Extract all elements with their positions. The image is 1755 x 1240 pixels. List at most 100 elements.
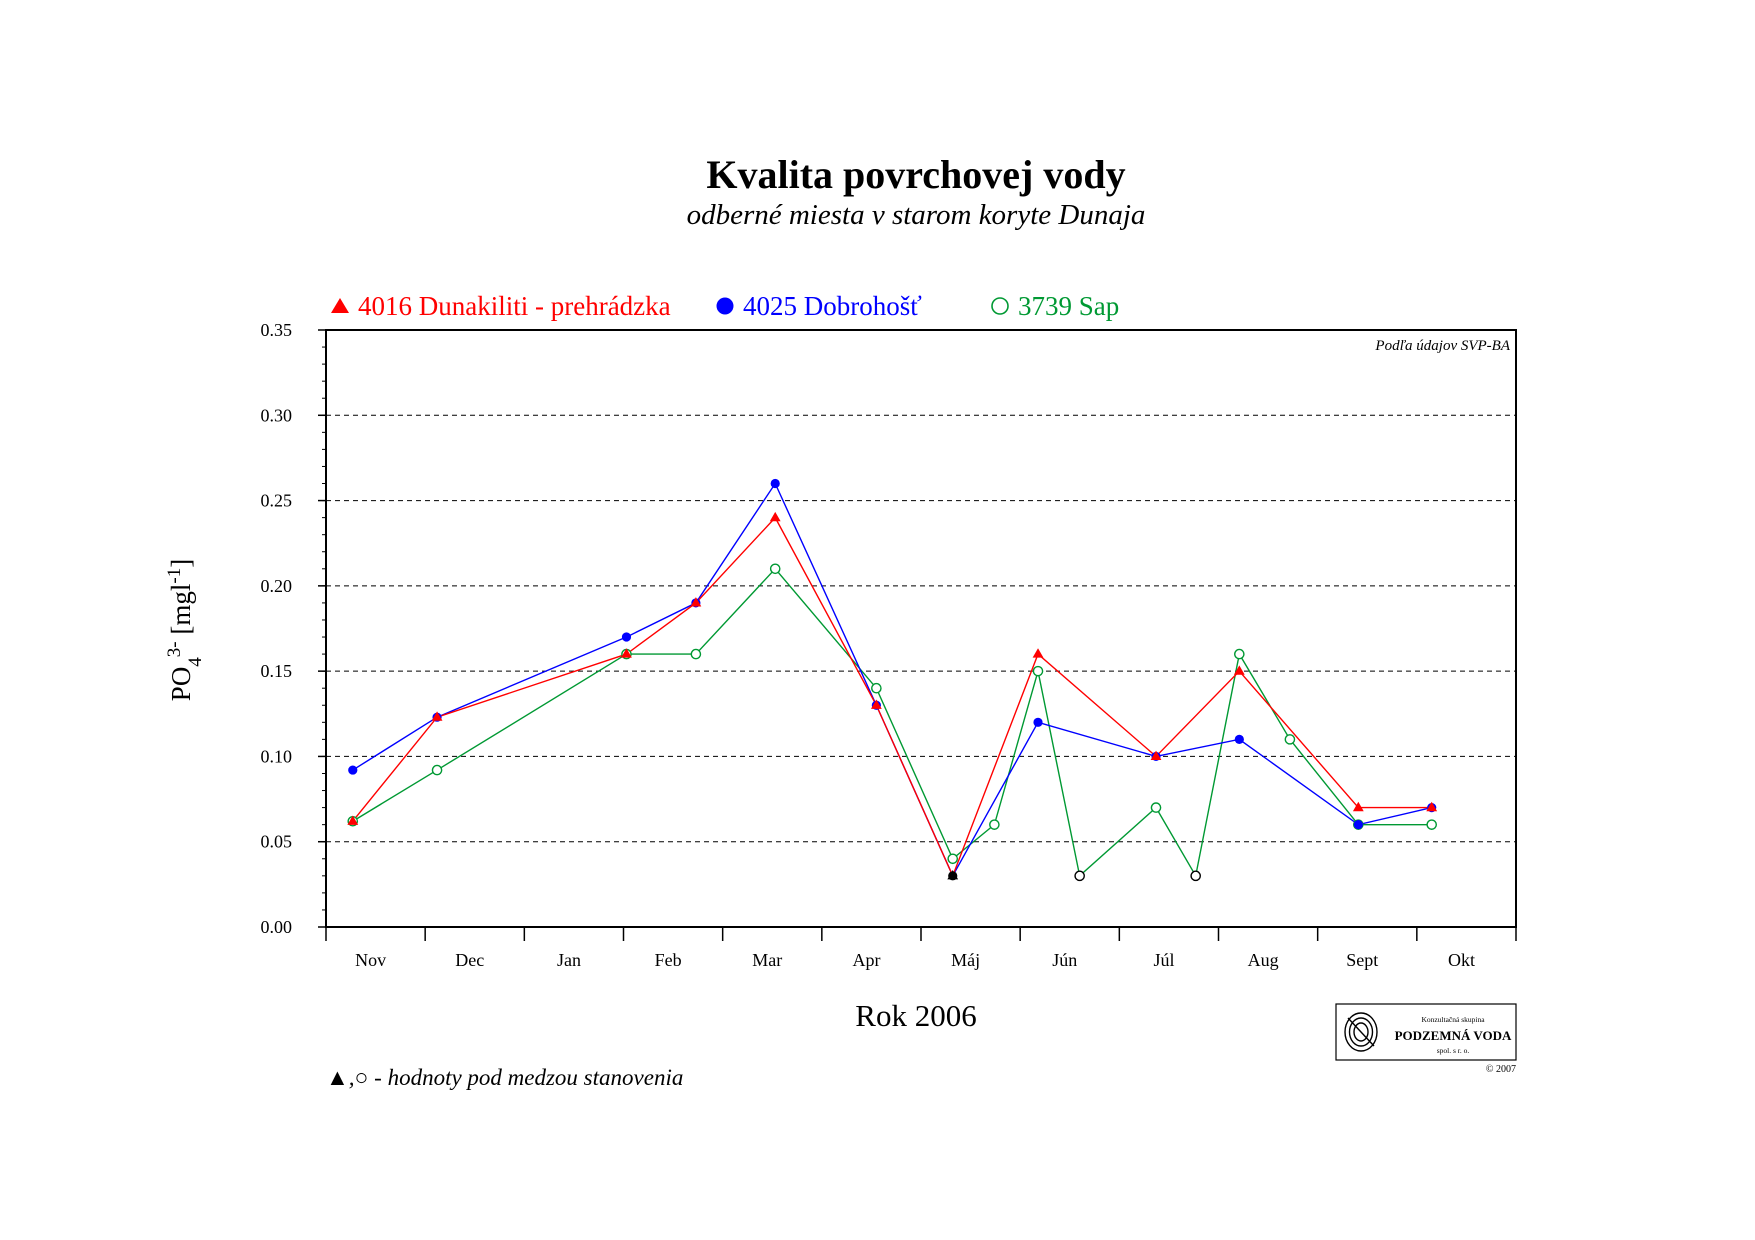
data-point: [1353, 820, 1363, 830]
data-point: [1284, 734, 1296, 745]
footnote: ▲,○ - hodnoty pod medzou stanovenia: [326, 1065, 683, 1090]
data-point: [431, 764, 443, 776]
x-tick-label: Nov: [355, 950, 386, 970]
point-triangle-marker: [1352, 801, 1364, 812]
y-axis-label-sup: 3-: [164, 641, 185, 657]
data-point: [1426, 801, 1438, 812]
source-note: Podľa údajov SVP-BA: [1374, 338, 1510, 354]
legend-item: 4016 Dunakiliti - prehrádzka: [331, 291, 671, 321]
legend: 4016 Dunakiliti - prehrádzka 4025 Dobroho…: [331, 291, 1119, 321]
point-open-circle-marker: [1234, 648, 1245, 660]
point-open-circle-marker: [769, 563, 781, 575]
data-point: [1032, 648, 1044, 658]
series-line: [352, 567, 1432, 878]
footnote-symbols: ▲,○: [326, 1065, 368, 1090]
legend-label: 3739 Sap: [1018, 291, 1119, 321]
logo-swirl-icon: [1344, 1012, 1378, 1052]
point-triangle-marker: [690, 597, 702, 607]
series-line: [352, 516, 1432, 878]
point-circle-marker: [1234, 734, 1244, 744]
data-point: [1190, 870, 1201, 882]
gridlines: [326, 414, 1516, 843]
data-point: [1032, 665, 1044, 677]
y-axis-label-unit-exp: -1: [164, 568, 185, 584]
legend-open-circle-icon: [991, 297, 1009, 315]
point-circle-marker: [1353, 820, 1363, 830]
y-tick-label: 0.25: [261, 491, 293, 511]
point-open-circle-marker: [1150, 802, 1162, 813]
data-point: [621, 632, 632, 642]
point-triangle-marker: [1032, 648, 1044, 658]
y-tick-label: 0.00: [261, 917, 293, 937]
data-point: [431, 711, 443, 721]
point-open-circle-marker: [431, 764, 443, 776]
chart-title: Kvalita povrchovej vody: [706, 152, 1125, 197]
point-open-circle-marker: [1032, 665, 1044, 677]
point-open-circle-marker: [947, 853, 959, 865]
legend-item: 3739 Sap: [991, 291, 1119, 321]
data-point: [1234, 648, 1245, 660]
x-tick-label: Júl: [1153, 950, 1174, 970]
point-open-circle-marker: [989, 819, 1000, 830]
y-axis-label-unit-close: ]: [166, 559, 196, 568]
data-point: [1426, 819, 1438, 830]
y-axis-label: PO43- [mgl-1]: [164, 559, 206, 701]
y-tick-label: 0.10: [261, 746, 293, 766]
point-open-circle-marker: [1284, 734, 1296, 745]
data-point: [1234, 734, 1244, 744]
point-circle-marker: [621, 632, 632, 642]
x-tick-label: Okt: [1448, 950, 1475, 970]
point-open-circle-marker: [1426, 819, 1438, 830]
data-point: [690, 597, 702, 607]
point-circle-marker: [1033, 717, 1043, 727]
y-axis-label-unit: [mgl: [166, 584, 196, 642]
x-tick-label: Jún: [1052, 950, 1077, 970]
y-axis-label-sub: 4: [185, 657, 206, 667]
data-point: [870, 699, 882, 709]
data-point: [690, 648, 702, 660]
plot-frame: [325, 329, 1517, 928]
y-tick-label: 0.35: [261, 320, 293, 340]
series-markers: [347, 511, 1438, 880]
legend-triangle-icon: [331, 298, 349, 313]
y-tick-label: 0.15: [261, 661, 293, 681]
data-point: [769, 563, 781, 575]
footnote-text: - hodnoty pod medzou stanovenia: [368, 1065, 683, 1090]
data-point: [947, 870, 959, 880]
data-point: [871, 682, 882, 694]
y-tick-label: 0.20: [261, 576, 293, 596]
point-open-circle-marker: [1074, 870, 1085, 882]
legend-label: 4016 Dunakiliti - prehrádzka: [358, 291, 671, 321]
data-point: [621, 648, 632, 658]
series-markers: [348, 478, 1437, 881]
point-circle-marker: [348, 765, 358, 775]
point-triangle-marker: [1233, 665, 1245, 675]
x-axis-label: Rok 2006: [855, 998, 976, 1033]
point-open-circle-marker: [871, 682, 882, 694]
logo-main-text: PODZEMNÁ VODA: [1395, 1028, 1512, 1043]
x-tick-label: Máj: [951, 950, 980, 970]
point-triangle-marker: [347, 815, 359, 825]
y-tick-label: 0.05: [261, 832, 293, 852]
legend-item: 4025 Dobrohošť: [716, 291, 922, 321]
logo-copyright: © 2007: [1486, 1064, 1516, 1075]
company-logo: Konzultačná skupina PODZEMNÁ VODA spol. …: [1335, 1003, 1517, 1075]
point-open-circle-marker: [1190, 870, 1201, 882]
legend-circle-icon: [716, 297, 734, 315]
point-triangle-marker: [621, 648, 632, 658]
point-triangle-marker: [769, 511, 781, 522]
point-open-circle-marker: [690, 648, 702, 660]
logo-bottom-text: spol. s r. o.: [1437, 1046, 1470, 1055]
legend-label: 4025 Dobrohošť: [743, 291, 922, 321]
data-point: [1352, 801, 1364, 812]
logo-top-text: Konzultačná skupina: [1421, 1015, 1485, 1024]
series-line: [352, 482, 1432, 878]
series-layer: [347, 478, 1438, 882]
chart-subtitle: odberné miesta v starom koryte Dunaja: [687, 199, 1146, 231]
x-axis: Nov Dec Jan Feb Mar Apr Máj Jún Júl Aug Sept Okt: [325, 927, 1517, 970]
x-tick-label: Sept: [1346, 950, 1378, 970]
point-triangle-marker: [947, 870, 959, 880]
data-point: [348, 765, 358, 775]
point-triangle-marker: [870, 699, 882, 709]
